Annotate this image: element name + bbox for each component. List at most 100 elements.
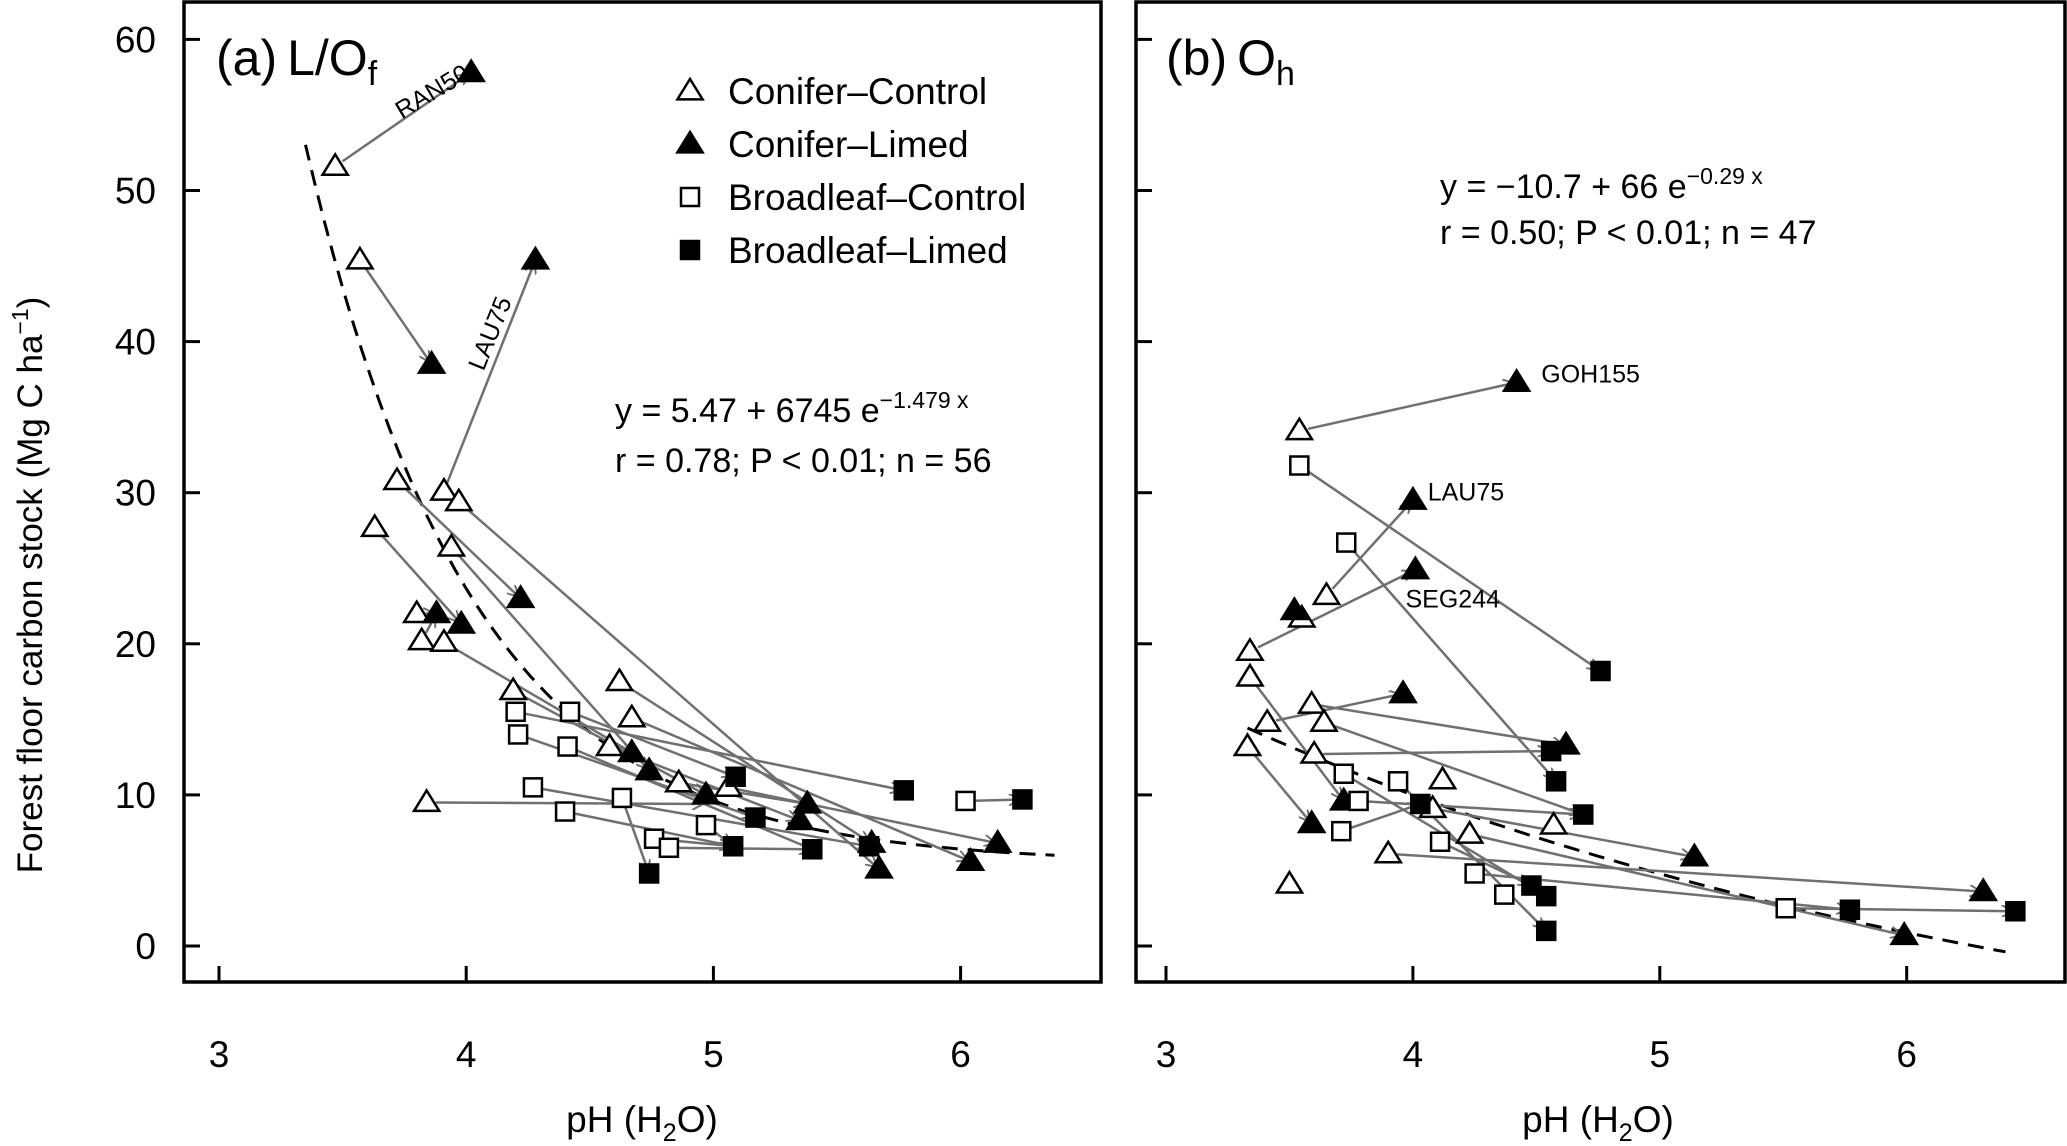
data-point-conifer-limed xyxy=(1388,679,1418,704)
data-point-broadleaf-control xyxy=(522,777,544,798)
fit-curve-group xyxy=(304,144,1055,857)
x-tick-label: 4 xyxy=(456,1034,477,1075)
data-point-broadleaf-limed xyxy=(1012,789,1033,810)
y-axis-label-sup: −1 xyxy=(7,308,33,334)
liming-arrow xyxy=(1478,835,1901,935)
panel-a-equation-main: y = 5.47 + 6745 e xyxy=(615,392,880,430)
data-point-conifer-limed xyxy=(520,245,551,270)
data-point-conifer-control xyxy=(604,667,635,692)
legend-marker xyxy=(679,239,701,261)
liming-arrow xyxy=(1307,383,1514,431)
liming-arrow xyxy=(1306,469,1599,670)
data-point-conifer-limed xyxy=(1679,842,1710,867)
panel-a-x-axis-label: pH (H2O) xyxy=(566,1099,718,1146)
data-point-broadleaf-limed xyxy=(1839,899,1861,920)
panel-a: 0 10 20 30 40 50 60 3 4 5 6 RAN50 LAU75 (a) L/Of y … xyxy=(115,0,1103,1146)
y-axis-label: Forest floor carbon stock (Mg C ha−1) xyxy=(7,297,50,874)
data-point-conifer-limed xyxy=(792,789,823,814)
fit-curve-group xyxy=(1246,726,2006,954)
panel-a-layer: L/O xyxy=(287,30,368,86)
y-tick-label: 40 xyxy=(115,322,156,363)
liming-arrow xyxy=(524,712,901,790)
panel-b: 3 4 5 6 GOH155 LAU75 SEG244 (b) Oh y = −10.7 +… xyxy=(1134,0,2067,1146)
data-point-broadleaf-control xyxy=(557,736,578,757)
data-point-conifer-limed xyxy=(1889,921,1920,946)
liming-arrow xyxy=(626,685,869,841)
fit-curve xyxy=(304,144,1055,857)
x-label-pre: pH (H xyxy=(1522,1099,1619,1140)
legend-marker xyxy=(679,186,701,208)
panel-b-layer-sub: h xyxy=(1276,55,1295,93)
legend: Conifer–Control Conifer–Limed Broadleaf–Co… xyxy=(675,71,1026,271)
data-point-broadleaf-limed xyxy=(1521,875,1542,896)
data-point-broadleaf-limed xyxy=(638,863,660,884)
x-tick-label: 3 xyxy=(1156,1034,1177,1075)
liming-arrow xyxy=(446,263,534,484)
data-point-broadleaf-control xyxy=(559,701,581,723)
legend-marker xyxy=(675,76,705,101)
data-point-conifer-control xyxy=(1373,839,1404,864)
legend-label: Conifer–Control xyxy=(728,71,987,112)
data-point-broadleaf-control xyxy=(1348,790,1369,812)
data-point-broadleaf-limed xyxy=(1545,771,1567,792)
data-point-conifer-control xyxy=(401,599,432,624)
liming-arrow xyxy=(623,805,648,871)
data-point-broadleaf-limed xyxy=(745,807,766,828)
data-point-conifer-control xyxy=(1538,810,1569,835)
data-point-conifer-control xyxy=(1284,416,1315,441)
site-label: GOH155 xyxy=(1541,360,1640,388)
liming-arrow xyxy=(577,713,733,776)
data-point-conifer-limed xyxy=(421,599,452,624)
panel-b-label: (b) xyxy=(1166,30,1227,86)
data-point-broadleaf-limed xyxy=(2005,900,2026,922)
data-point-broadleaf-control xyxy=(554,801,576,822)
panel-b-title: (b) Oh xyxy=(1166,30,1295,93)
data-point-conifer-control xyxy=(345,245,375,270)
data-point-conifer-limed xyxy=(616,738,647,763)
liming-arrow xyxy=(1351,548,1554,779)
site-label: RAN50 xyxy=(391,59,475,125)
data-point-conifer-limed xyxy=(456,58,486,83)
data-point-broadleaf-control xyxy=(1494,884,1515,905)
data-point-broadleaf-control xyxy=(611,787,633,809)
data-point-conifer-limed xyxy=(505,584,536,609)
y-tick-label: 0 xyxy=(135,926,156,967)
data-point-broadleaf-control xyxy=(1289,455,1310,476)
liming-arrow xyxy=(1397,853,1980,891)
data-point-conifer-limed xyxy=(1400,555,1431,580)
data-point-broadleaf-control xyxy=(955,790,976,812)
data-point-broadleaf-control xyxy=(1775,897,1796,919)
y-axis-label-close: ) xyxy=(11,297,50,309)
data-point-conifer-control xyxy=(1296,689,1327,714)
liming-arrow xyxy=(1257,571,1413,649)
data-point-broadleaf-control xyxy=(658,837,680,859)
liming-arrow xyxy=(1252,752,1310,821)
liming-arrow xyxy=(341,74,469,163)
liming-arrow xyxy=(451,645,630,753)
data-point-conifer-control xyxy=(429,476,459,501)
data-point-broadleaf-control xyxy=(695,814,717,836)
x-label-sub: 2 xyxy=(663,1119,677,1146)
legend-marker xyxy=(675,129,705,154)
panel-a-title: (a) L/Of xyxy=(216,30,378,93)
data-point-broadleaf-control xyxy=(1331,820,1352,842)
liming-arrow xyxy=(363,266,430,362)
data-point-broadleaf-limed xyxy=(1573,804,1594,825)
panel-a-label: (a) xyxy=(216,30,277,86)
legend-label: Broadleaf–Control xyxy=(728,177,1026,218)
panel-b-equation-main: y = −10.7 + 66 e xyxy=(1440,168,1687,206)
panel-b-layer: O xyxy=(1237,30,1276,86)
data-point-broadleaf-limed xyxy=(1590,660,1611,682)
points-group xyxy=(320,58,1033,884)
liming-arrow xyxy=(1254,683,1342,799)
y-tick-label: 20 xyxy=(115,624,156,665)
panel-a-layer-sub: f xyxy=(368,55,378,93)
fit-curve xyxy=(1246,726,2006,954)
data-point-conifer-control xyxy=(1454,819,1485,844)
liming-arrow xyxy=(1332,724,1580,813)
y-tick-label: 10 xyxy=(115,775,156,816)
panel-a-equation: y = 5.47 + 6745 e−1.479 x xyxy=(615,387,969,430)
data-point-broadleaf-limed xyxy=(725,766,746,788)
data-point-conifer-limed xyxy=(1296,809,1327,834)
points-group xyxy=(1232,368,2026,946)
